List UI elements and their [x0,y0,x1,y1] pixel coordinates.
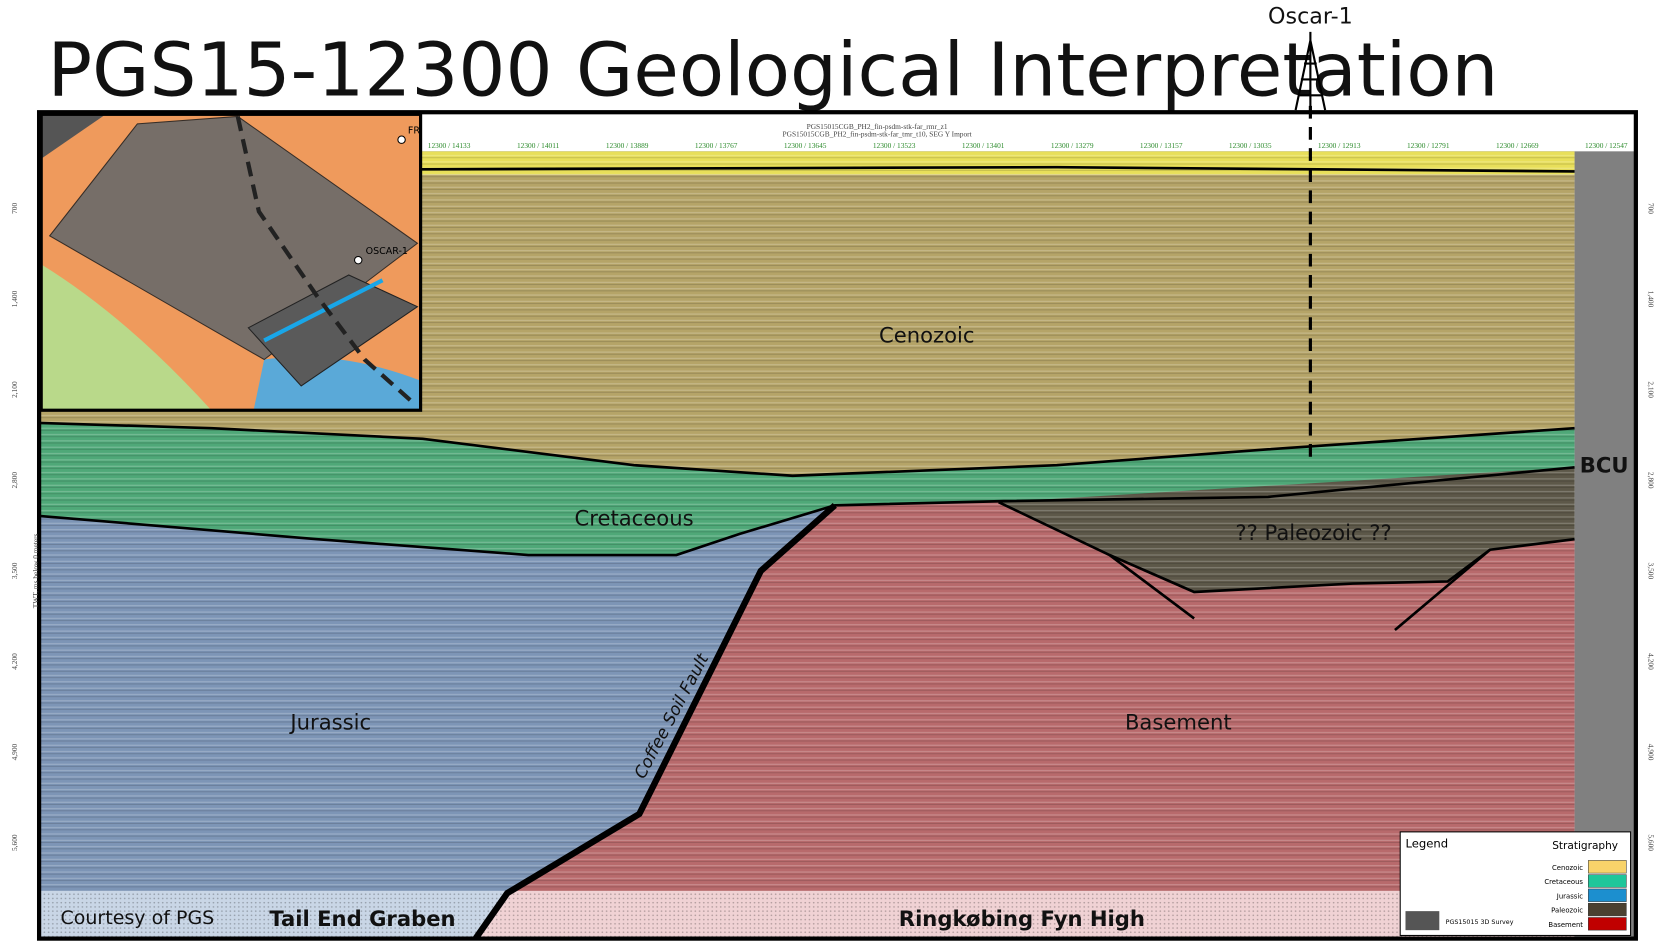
trace-label: 12300 / 13645 [784,141,827,150]
legend-label: Jurassic [1556,892,1583,900]
depth-tick: 4,900 [1647,744,1656,761]
trace-label: 12300 / 12791 [1407,141,1450,150]
legend-label: Paleozoic [1551,907,1583,915]
legend-swatch [1588,903,1626,916]
trace-label: 12300 / 12913 [1318,141,1361,150]
section-header: PGS15015CGB_PH2_fin-psdm-stk-far_tmr_t10… [783,130,972,139]
depth-tick: 4,200 [1647,653,1656,670]
unit-label: Basement [1125,709,1232,734]
legend-survey-swatch [1405,911,1439,930]
unit-label: ?? Paleozoic ?? [1235,520,1391,545]
footer-left-label: Tail End Graben [269,906,455,931]
trace-label: 12300 / 12547 [1585,141,1628,150]
legend-swatch [1588,917,1626,930]
legend-title: Legend [1405,837,1448,851]
slide: PGS15-12300 Geological Interpretation Os… [0,0,1657,942]
trace-label: 12300 / 13035 [1229,141,1272,150]
depth-tick: 5,600 [1647,834,1656,851]
depth-tick: 4,900 [10,743,19,760]
bcu-label: BCU [1580,453,1629,478]
depth-tick: 700 [10,203,19,214]
credit: Courtesy of PGS [60,907,214,929]
trace-label: 12300 / 13767 [695,141,738,150]
legend-swatch [1588,860,1626,873]
legend-survey: PGS15015 3D Survey [1446,919,1514,926]
legend-swatch [1588,875,1626,888]
legend-heading: Stratigraphy [1552,840,1618,852]
legend-label: Basement [1548,921,1583,929]
trace-label: 12300 / 13401 [962,141,1005,150]
depth-tick: 2,800 [10,472,19,489]
depth-tick: 700 [1647,203,1656,214]
map-well-label: OSCAR-1 [366,246,408,257]
footer-right-label: Ringkøbing Fyn High [899,906,1145,931]
depth-tick: 2,100 [1647,381,1656,398]
depth-tick: 4,200 [10,653,19,670]
depth-tick: 3,500 [10,562,19,579]
depth-axis-label: TWT, ms below 0 meters [31,533,40,608]
side-strip [1575,151,1636,938]
map-other-well [398,136,405,143]
depth-tick: 2,800 [1647,472,1656,489]
depth-tick: 1,400 [10,290,19,307]
depth-tick: 2,100 [10,381,19,398]
well-name: Oscar-1 [1268,3,1353,29]
map-other-label: FR [408,125,420,136]
trace-label: 12300 / 13523 [873,141,916,150]
trace-label: 12300 / 13279 [1051,141,1094,150]
inset-map: OSCAR-1 FR [41,114,420,410]
map-well [355,256,362,263]
unit-label: Cenozoic [879,323,975,348]
trace-label: 12300 / 14133 [428,141,471,150]
depth-tick: 1,400 [1647,291,1656,308]
title: PGS15-12300 Geological Interpretation [48,27,1499,113]
legend-label: Cenozoic [1552,864,1583,872]
legend-label: Cretaceous [1544,878,1583,886]
unit-label: Jurassic [288,709,371,734]
depth-tick: 3,500 [1647,563,1656,580]
depth-tick: 5,600 [10,834,19,851]
trace-label: 12300 / 13889 [606,141,649,150]
legend-swatch [1588,889,1626,902]
trace-label: 12300 / 14011 [517,141,560,150]
unit-label: Cretaceous [574,505,693,530]
trace-label: 12300 / 13157 [1140,141,1183,150]
trace-label: 12300 / 12669 [1496,141,1539,150]
legend: Legend Stratigraphy PGS15015 3D Survey C… [1400,832,1630,936]
